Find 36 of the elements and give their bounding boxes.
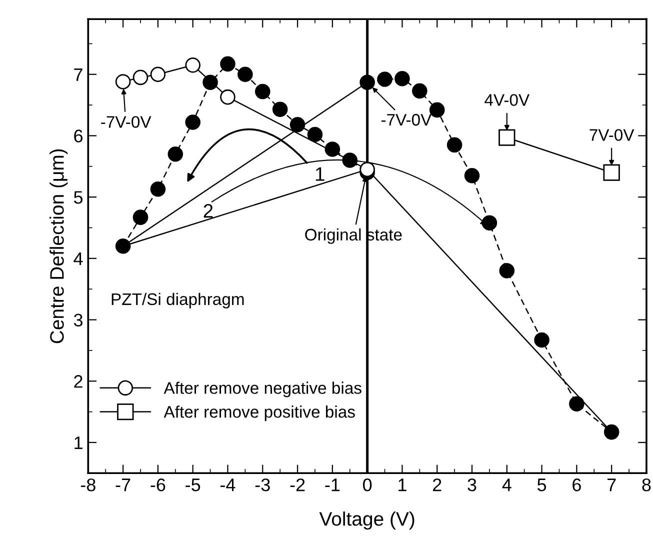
- x-tick-label: 4: [502, 478, 512, 492]
- y-axis-title: Centre Deflection (μm): [50, 149, 68, 344]
- legend-label: After remove negative bias: [164, 382, 362, 398]
- y-tick-label: 2: [74, 375, 82, 388]
- y-tick-label: 7: [74, 68, 82, 81]
- x-tick-label: -3: [255, 478, 270, 492]
- x-tick-label: -6: [150, 478, 166, 492]
- annotation: 4V-0V: [484, 94, 530, 106]
- x-tick-label: 2: [432, 478, 442, 492]
- y-tick-label: 4: [74, 252, 83, 265]
- x-tick-label: 0: [363, 478, 372, 492]
- annotation: PZT/Si diaphragm: [112, 292, 244, 308]
- x-tick-label: 7: [607, 478, 616, 492]
- annotation: Original state: [305, 228, 402, 244]
- y-tick-label: 1: [74, 436, 82, 450]
- x-tick-label: -1: [325, 478, 340, 492]
- x-tick-label: -4: [220, 478, 236, 492]
- legend-label: After remove positive bias: [164, 406, 355, 422]
- x-tick-label: 1: [398, 478, 406, 492]
- x-tick-label: -8: [80, 478, 96, 492]
- x-tick-label: 6: [572, 478, 581, 492]
- x-tick-label: 8: [642, 478, 651, 492]
- annotation: -7V-0V: [101, 116, 152, 128]
- y-tick-label: 3: [74, 314, 82, 326]
- x-axis-title: Voltage (V): [319, 512, 414, 530]
- x-tick-label: 3: [468, 478, 476, 492]
- x-tick-label: -7: [116, 478, 130, 492]
- x-tick-label: 5: [537, 478, 546, 492]
- annotation: 7V-0V: [590, 129, 634, 141]
- annotation: 1: [316, 167, 324, 181]
- y-tick-label: 6: [74, 130, 82, 142]
- x-tick-label: -5: [186, 478, 200, 492]
- annotation: 2: [204, 204, 213, 218]
- y-tick-label: 5: [74, 191, 83, 204]
- annotation: -7V-0V: [381, 114, 432, 126]
- x-tick-label: -2: [290, 478, 305, 492]
